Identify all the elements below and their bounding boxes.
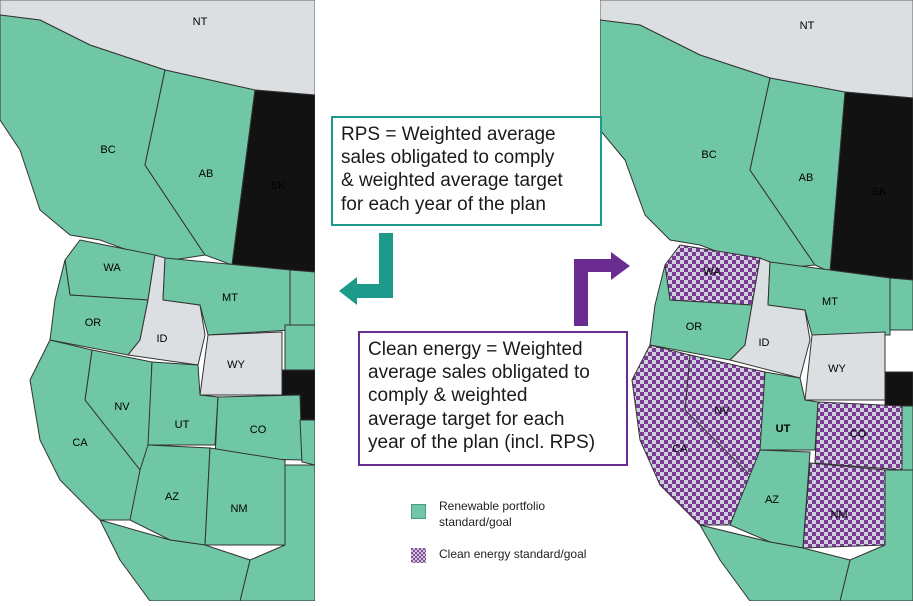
clean-energy-arrow-icon xyxy=(574,252,630,326)
legend-clean-label: Clean energy standard/goal xyxy=(439,547,587,561)
clean-callout-line-5: year of the plan (incl. RPS) xyxy=(368,431,596,453)
clean-energy-swatch xyxy=(411,548,426,563)
label-ca: CA xyxy=(72,437,88,449)
label-ut: UT xyxy=(175,419,190,431)
label-nv: NV xyxy=(114,401,130,413)
region-mexico xyxy=(698,524,851,602)
legend-rps-line-1: Renewable portfolio xyxy=(439,499,546,513)
label-or: OR xyxy=(686,321,703,333)
region-ks xyxy=(299,419,316,466)
region-mexico xyxy=(99,519,251,602)
label-bc: BC xyxy=(701,149,716,161)
label-or: OR xyxy=(85,317,102,329)
region-sk xyxy=(829,91,913,286)
region-ca xyxy=(29,339,141,521)
region-nd xyxy=(289,269,316,326)
rps-callout: RPS = Weighted average sales obligated t… xyxy=(331,116,602,226)
legend-rps-line-2: standard/goal xyxy=(439,514,512,529)
clean-energy-callout: Clean energy = Weighted average sales ob… xyxy=(358,331,628,466)
region-ks xyxy=(901,405,913,471)
clean-callout-line-1: Clean energy = Weighted xyxy=(368,339,583,360)
rps-callout-line-2: sales obligated to comply xyxy=(341,147,555,169)
label-nm: NM xyxy=(230,503,247,515)
label-co: CO xyxy=(250,424,267,436)
rps-callout-line-1: RPS = Weighted average xyxy=(341,124,556,145)
rps-arrow-icon xyxy=(339,233,393,305)
region-nd xyxy=(889,277,913,331)
region-ne xyxy=(884,371,913,411)
label-wy: WY xyxy=(828,363,846,375)
label-wa: WA xyxy=(703,266,721,278)
label-wa: WA xyxy=(103,262,121,274)
label-id: ID xyxy=(759,337,770,349)
rps-callout-line-4: for each year of the plan xyxy=(341,193,546,215)
rps-callout-line-3: & weighted average target xyxy=(341,170,563,192)
rps-map-left: NT BC AB SK WA OR ID MT WY NV CA UT CO A… xyxy=(0,0,316,602)
region-ca xyxy=(631,344,751,526)
label-nt: NT xyxy=(800,20,815,32)
clean-callout-line-2: average sales obligated to xyxy=(368,362,590,384)
label-az: AZ xyxy=(765,494,779,506)
label-nv: NV xyxy=(714,405,730,417)
label-nt: NT xyxy=(193,16,208,28)
label-ab: AB xyxy=(799,172,814,184)
region-nm xyxy=(802,462,886,549)
label-id: ID xyxy=(157,333,168,345)
clean-callout-line-4: average target for each xyxy=(368,408,565,430)
label-mt: MT xyxy=(822,296,838,308)
label-wy: WY xyxy=(227,359,245,371)
region-sd xyxy=(284,324,316,371)
label-bc: BC xyxy=(100,144,115,156)
clean-callout-line-3: comply & weighted xyxy=(368,385,528,407)
region-ab xyxy=(144,69,256,266)
label-ca: CA xyxy=(672,443,688,455)
clean-energy-map-right: NT BC AB SK WA OR ID MT WY NV CA UT CO A… xyxy=(599,0,913,602)
label-sk: SK xyxy=(271,180,286,192)
label-sk: SK xyxy=(872,186,887,198)
label-ut: UT xyxy=(776,423,791,435)
label-mt: MT xyxy=(222,292,238,304)
label-az: AZ xyxy=(165,491,179,503)
rps-swatch xyxy=(411,504,426,519)
label-ab: AB xyxy=(199,168,214,180)
rps-map-svg: NT BC AB SK WA OR ID MT WY NV CA UT CO A… xyxy=(0,0,316,602)
region-nm xyxy=(204,447,286,546)
label-nm: NM xyxy=(830,509,847,521)
clean-energy-map-svg: NT BC AB SK WA OR ID MT WY NV CA UT CO A… xyxy=(599,0,913,602)
label-co: CO xyxy=(850,428,867,440)
